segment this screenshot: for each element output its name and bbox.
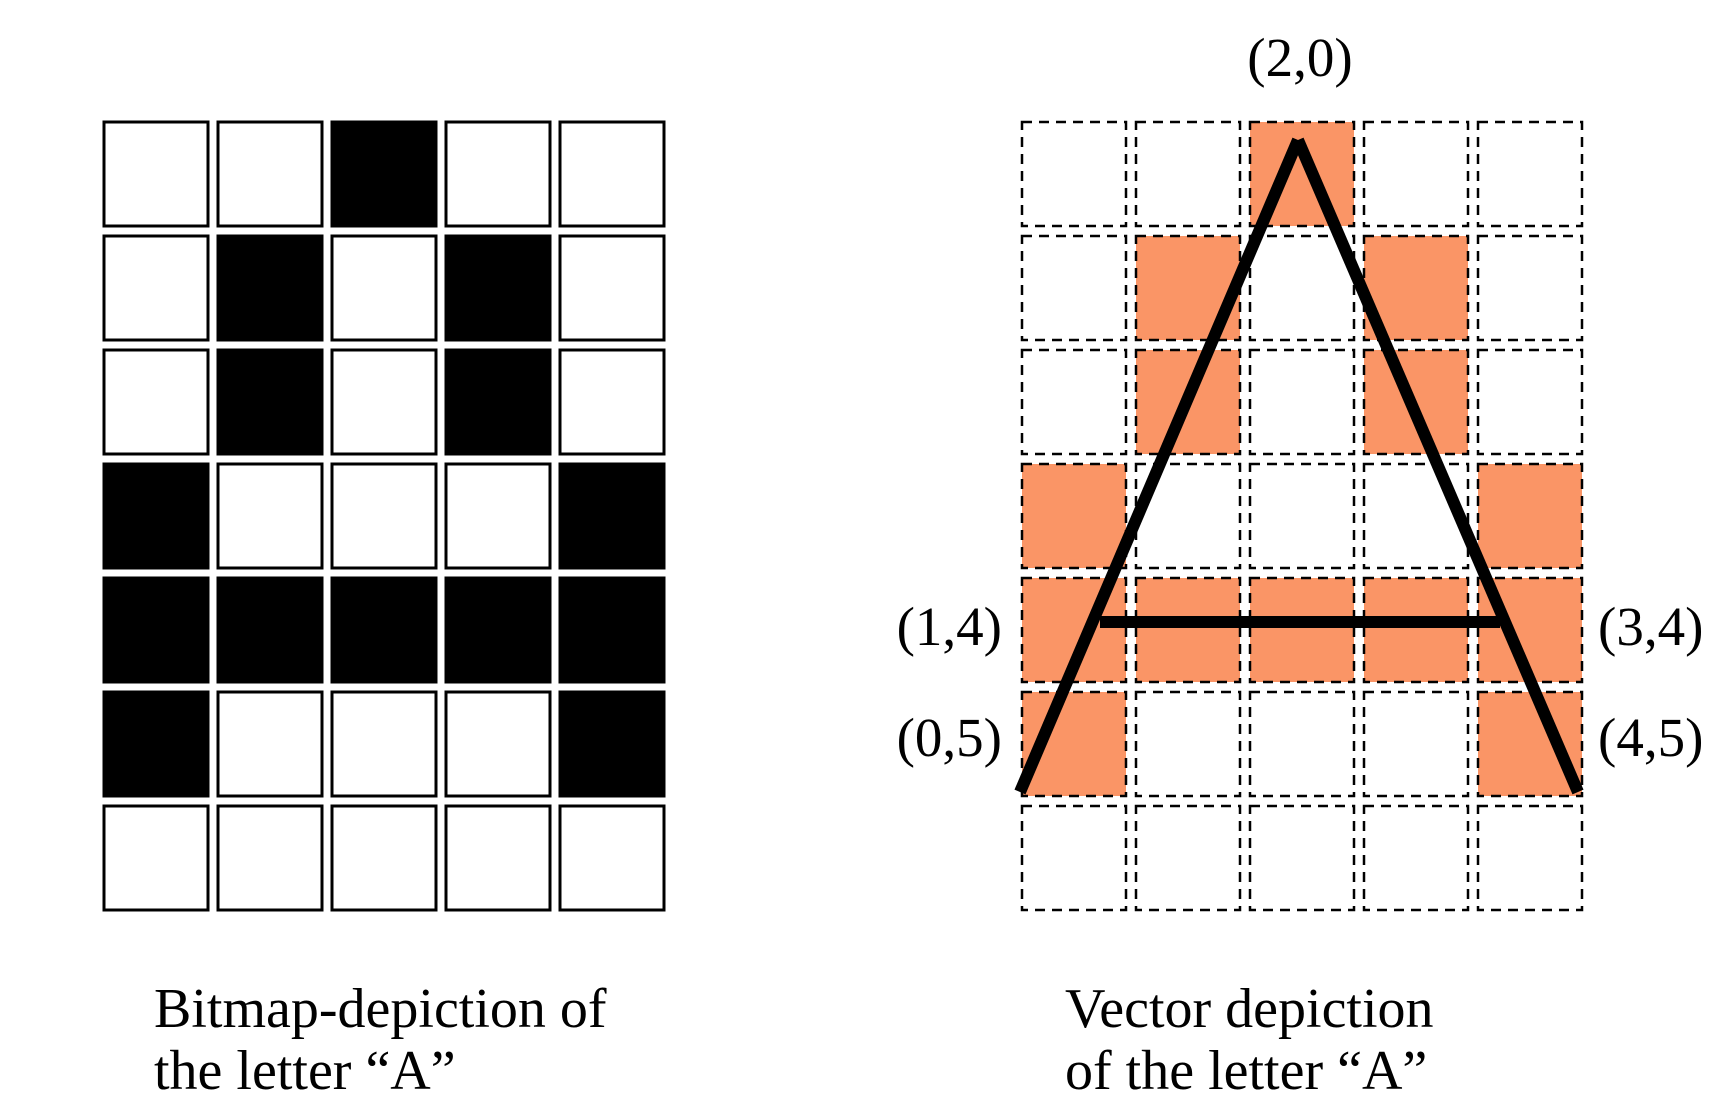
- coord-label-apex: (2,0): [1247, 27, 1352, 88]
- bitmap-caption: Bitmap-depiction of the letter “A”: [154, 978, 607, 1102]
- vector-caption-line-1: Vector depiction: [1065, 978, 1434, 1040]
- vector-cell-r0c2: [1248, 120, 1356, 228]
- vector-pixel-r3c0: [1022, 464, 1126, 568]
- vector-cell-r4c2: [1248, 576, 1356, 684]
- vector-cell-r0c3: [1362, 120, 1470, 228]
- vector-cell-r2c4: [1476, 348, 1584, 456]
- bitmap-grid: [102, 120, 666, 912]
- vector-letter-a: [1014, 137, 1584, 795]
- vector-cell-r6c1: [1134, 804, 1242, 912]
- bitmap-pixel-r1c0: [102, 234, 210, 342]
- vector-cell-r0c4: [1476, 120, 1584, 228]
- vector-cell-r4c0: [1020, 576, 1128, 684]
- bitmap-pixel-r4c1: [216, 576, 324, 684]
- vector-grid: [1020, 120, 1584, 912]
- vector-cell-r2c3: [1362, 348, 1470, 456]
- bitmap-pixel-r6c4: [558, 804, 666, 912]
- bitmap-caption-line-2: the letter “A”: [154, 1040, 456, 1102]
- bitmap-caption-line-1: Bitmap-depiction of: [154, 978, 607, 1040]
- bitmap-pixel-r2c0: [102, 348, 210, 456]
- bitmap-pixel-r3c4: [558, 462, 666, 570]
- vector-pixel-r4c1: [1136, 578, 1240, 682]
- bitmap-pixel-r4c4: [558, 576, 666, 684]
- vector-cell-r4c1: [1134, 576, 1242, 684]
- vector-cell-r5c3: [1362, 690, 1470, 798]
- vector-cell-r5c0: [1020, 690, 1128, 798]
- vector-cell-r6c3: [1362, 804, 1470, 912]
- vector-cell-r2c1: [1134, 348, 1242, 456]
- vector-pixel-r4c2: [1250, 578, 1354, 682]
- vector-pixel-r4c3: [1364, 578, 1468, 682]
- bitmap-pixel-r6c0: [102, 804, 210, 912]
- bitmap-pixel-r3c3: [444, 462, 552, 570]
- vector-cell-r0c0: [1020, 120, 1128, 228]
- bitmap-pixel-r2c4: [558, 348, 666, 456]
- bitmap-pixel-r3c2: [330, 462, 438, 570]
- vector-pixel-r5c4: [1478, 692, 1582, 796]
- bitmap-pixel-r6c2: [330, 804, 438, 912]
- bitmap-pixel-r5c0: [102, 690, 210, 798]
- bitmap-pixel-r1c1: [216, 234, 324, 342]
- bitmap-pixel-r4c0: [102, 576, 210, 684]
- vector-cell-r6c4: [1476, 804, 1584, 912]
- vector-cell-r3c3: [1362, 462, 1470, 570]
- bitmap-pixel-r1c2: [330, 234, 438, 342]
- bitmap-pixel-r0c1: [216, 120, 324, 228]
- vector-cell-r5c2: [1248, 690, 1356, 798]
- bitmap-pixel-r2c1: [216, 348, 324, 456]
- vector-cell-r1c4: [1476, 234, 1584, 342]
- bitmap-pixel-r6c3: [444, 804, 552, 912]
- bitmap-pixel-r0c2: [330, 120, 438, 228]
- bitmap-pixel-r6c1: [216, 804, 324, 912]
- bitmap-pixel-r0c4: [558, 120, 666, 228]
- vector-cell-r0c1: [1134, 120, 1242, 228]
- coord-label-crossbar-right: (3,4): [1598, 596, 1703, 657]
- bitmap-pixel-r0c3: [444, 120, 552, 228]
- letter-right-stroke: [1292, 137, 1584, 795]
- bitmap-pixel-r2c3: [444, 348, 552, 456]
- vector-pixel-r3c4: [1478, 464, 1582, 568]
- bitmap-pixel-r3c1: [216, 462, 324, 570]
- bitmap-pixel-r3c0: [102, 462, 210, 570]
- bitmap-pixel-r0c0: [102, 120, 210, 228]
- vector-cell-r1c2: [1248, 234, 1356, 342]
- bitmap-pixel-r4c2: [330, 576, 438, 684]
- coord-label-base-left: (0,5): [897, 707, 1002, 768]
- bitmap-pixel-r2c2: [330, 348, 438, 456]
- bitmap-pixel-r1c3: [444, 234, 552, 342]
- bitmap-pixel-r4c3: [444, 576, 552, 684]
- coord-label-crossbar-left: (1,4): [897, 596, 1002, 657]
- vector-cell-r6c2: [1248, 804, 1356, 912]
- vector-cell-r3c0: [1020, 462, 1128, 570]
- bitmap-pixel-r5c3: [444, 690, 552, 798]
- vector-cell-r1c0: [1020, 234, 1128, 342]
- bitmap-pixel-r5c4: [558, 690, 666, 798]
- vector-cell-r4c3: [1362, 576, 1470, 684]
- bitmap-pixel-r1c4: [558, 234, 666, 342]
- vector-cell-r2c0: [1020, 348, 1128, 456]
- coord-label-base-right: (4,5): [1598, 707, 1703, 768]
- vector-caption-line-2: of the letter “A”: [1065, 1040, 1428, 1102]
- vector-cell-r3c4: [1476, 462, 1584, 570]
- vector-cell-r3c2: [1248, 462, 1356, 570]
- vector-cell-r5c1: [1134, 690, 1242, 798]
- vector-cell-r6c0: [1020, 804, 1128, 912]
- bitmap-pixel-r5c1: [216, 690, 324, 798]
- letter-left-stroke: [1014, 137, 1304, 795]
- vector-caption: Vector depiction of the letter “A”: [1065, 978, 1434, 1102]
- bitmap-pixel-r5c2: [330, 690, 438, 798]
- vector-cell-r2c2: [1248, 348, 1356, 456]
